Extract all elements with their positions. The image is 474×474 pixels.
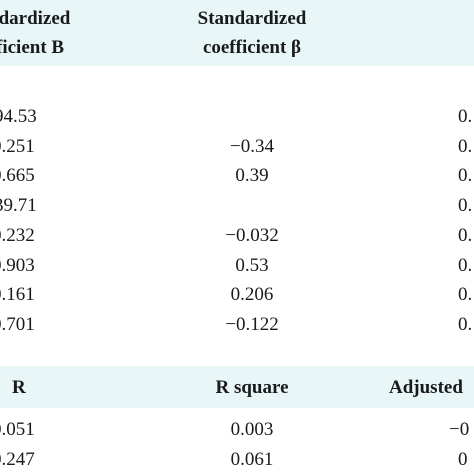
model-header-adjusted: Adjusted	[389, 377, 463, 398]
model-header-r: R	[12, 377, 26, 398]
block2-p-0: 0.	[458, 195, 473, 216]
header-band	[0, 0, 474, 66]
block1-p-0: 0.	[458, 106, 473, 127]
block2-beta-4: −0.122	[225, 314, 279, 335]
model-adjusted-1: 0	[458, 449, 468, 470]
block1-beta-1: −0.34	[230, 136, 274, 157]
header-col1-line1: ndardized	[0, 8, 71, 29]
model-r-0: 0.051	[0, 419, 35, 440]
header-col2-line2: coefficient β	[202, 37, 302, 58]
model-adjusted-0: −0	[449, 419, 470, 440]
model-r-square-0: 0.003	[230, 419, 274, 440]
block1-p-2: 0.	[458, 165, 473, 186]
model-r-square-1: 0.061	[230, 449, 274, 470]
block2-b-0: 39.71	[0, 195, 37, 216]
model-header-band	[0, 366, 474, 408]
header-col1-line2: ficient B	[0, 37, 65, 58]
block2-p-3: 0.	[458, 284, 473, 305]
block2-beta-2: 0.53	[235, 255, 269, 276]
block2-p-1: 0.	[458, 225, 473, 246]
block1-p-1: 0.	[458, 136, 473, 157]
block2-b-1: 0.232	[0, 225, 35, 246]
block2-p-4: 0.	[458, 314, 473, 335]
header-col2-line1: Standardized	[197, 8, 307, 29]
block1-beta-2: 0.39	[235, 165, 269, 186]
block1-b-0: 94.53	[0, 106, 37, 127]
block2-b-2: 0.903	[0, 255, 35, 276]
block2-b-4: 0.701	[0, 314, 35, 335]
model-r-1: 0.247	[0, 449, 35, 470]
block1-b-1: 0.251	[0, 136, 35, 157]
model-header-r-square: R square	[215, 377, 289, 398]
block1-b-2: 0.665	[0, 165, 35, 186]
block2-beta-1: −0.032	[225, 225, 279, 246]
block2-p-2: 0.	[458, 255, 473, 276]
block2-beta-3: 0.206	[230, 284, 274, 305]
block2-b-3: 0.161	[0, 284, 35, 305]
